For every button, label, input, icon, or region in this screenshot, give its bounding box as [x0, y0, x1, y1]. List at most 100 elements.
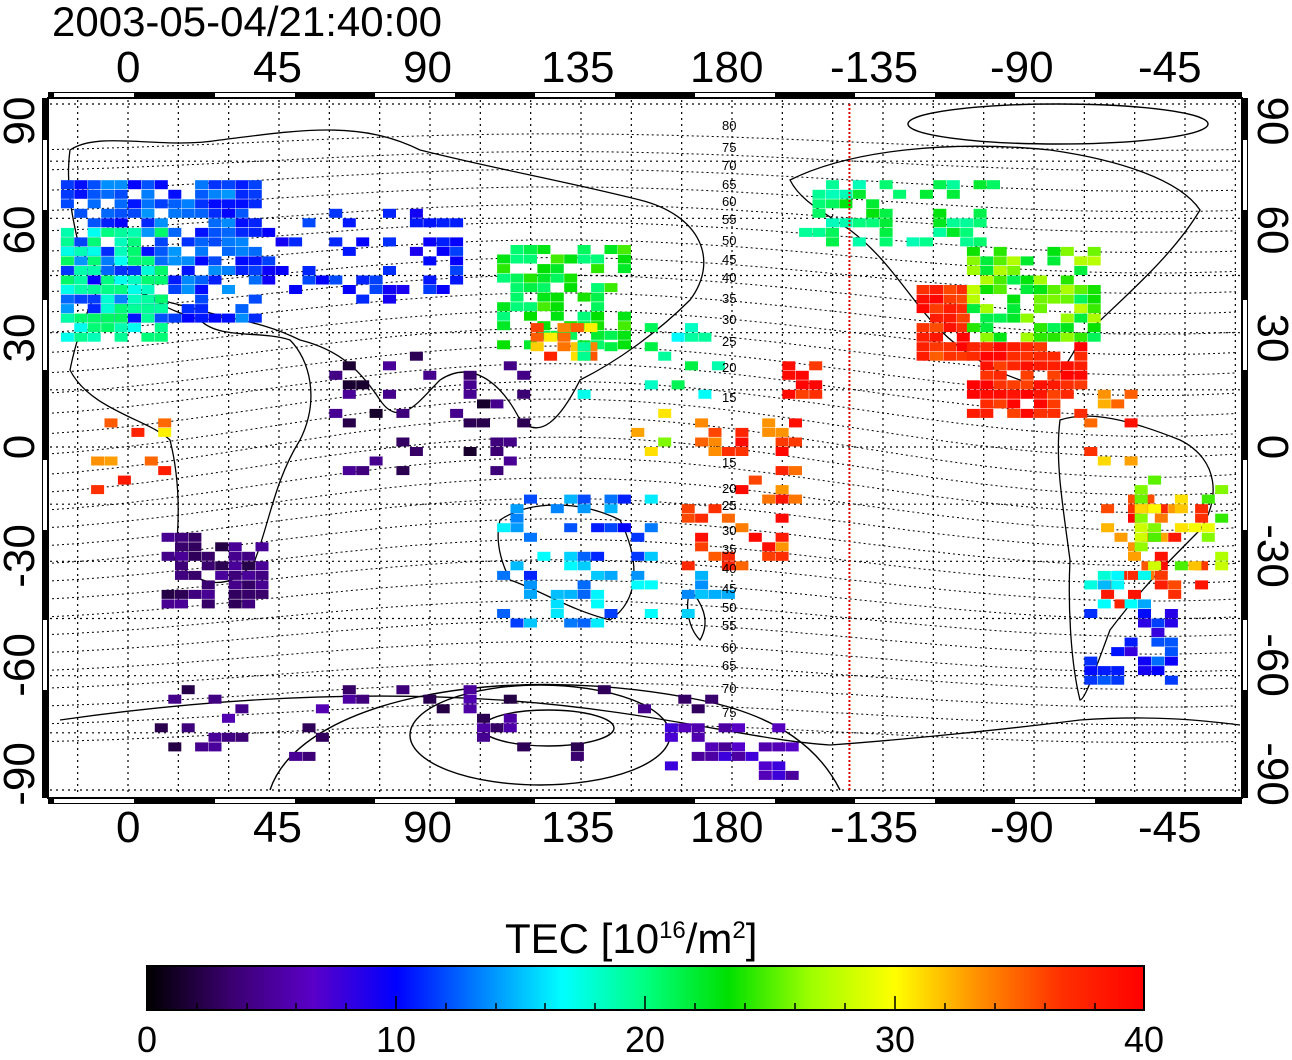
tec-cell [993, 266, 1007, 275]
tec-cell [550, 264, 564, 274]
tec-cell [87, 199, 101, 209]
tec-cell [1195, 580, 1209, 590]
tec-cell [943, 351, 957, 361]
tec-cell [795, 380, 809, 390]
tec-cell [248, 256, 262, 266]
top-lon-label: -90 [990, 43, 1054, 92]
tec-cell [930, 304, 943, 314]
tec-cell [128, 199, 141, 209]
tec-cell [181, 275, 195, 285]
tec-cell [1111, 675, 1125, 685]
tec-cell [255, 561, 269, 571]
tec-cell [919, 237, 933, 247]
contour-value-label: 20 [722, 481, 736, 496]
tec-cell [262, 256, 276, 266]
tec-cell [74, 237, 88, 247]
tec-cell [490, 723, 504, 733]
tec-cell [60, 275, 74, 285]
colorbar-ticks [196, 996, 1096, 1010]
tec-cell [762, 494, 776, 504]
tec-cell [795, 389, 809, 399]
tec-cell [510, 513, 524, 523]
tec-cell [154, 294, 168, 304]
tec-cell [916, 294, 930, 304]
tec-cell [235, 732, 249, 742]
tec-cell [1154, 570, 1168, 580]
tec-cell [550, 504, 564, 514]
tec-cell [591, 340, 605, 350]
tec-cell [597, 685, 611, 695]
tec-cell [550, 311, 564, 321]
tec-cell [60, 285, 74, 294]
tec-cell [114, 227, 128, 237]
tec-cell [101, 323, 115, 333]
tec-cell [987, 180, 1000, 190]
tec-cell [1060, 313, 1074, 323]
tec-cell [1201, 494, 1215, 504]
tec-cell [577, 321, 591, 331]
tec-cell [591, 264, 605, 274]
tec-cell [74, 294, 88, 304]
tec-cell [789, 418, 802, 428]
top-lon-label: -45 [1138, 43, 1202, 92]
contour-value-label: 55 [722, 618, 736, 633]
tec-cell [775, 532, 789, 542]
tec-cell [436, 704, 450, 714]
tec-cell [591, 321, 605, 331]
tec-cell [356, 380, 370, 390]
tec-cell [980, 380, 994, 390]
tec-cell [497, 340, 511, 350]
tec-cell [60, 237, 74, 247]
tec-cell [195, 246, 209, 256]
tec-cell [248, 275, 262, 285]
tec-cell [396, 437, 410, 447]
tec-cell [242, 561, 256, 571]
tec-cell [993, 332, 1007, 342]
tec-cell [195, 275, 209, 285]
tec-cell [450, 237, 464, 247]
tec-cell [114, 246, 128, 256]
tec-cell [154, 723, 168, 733]
tec-cell [242, 551, 256, 561]
tec-cell [1060, 285, 1074, 294]
tec-cell [161, 532, 175, 542]
tec-cell [208, 189, 222, 199]
contour-value-label: 25 [722, 334, 736, 349]
tec-cell [91, 485, 105, 495]
tec-cell [591, 570, 605, 580]
tec-cell [450, 408, 464, 418]
tec-cell [503, 456, 517, 466]
bottom-lon-label: 135 [541, 803, 615, 852]
tec-cell [577, 292, 591, 302]
tec-cell [795, 370, 809, 380]
new-zealand-coast [686, 588, 706, 642]
tec-cell [175, 532, 188, 542]
tec-cell [114, 266, 128, 275]
tec-cell [809, 361, 823, 371]
tec-cell [208, 266, 222, 275]
tec-cell [235, 313, 249, 323]
tec-cell [1148, 523, 1162, 533]
tec-cell [530, 323, 544, 333]
tec-cell [1047, 380, 1061, 390]
tec-cell [369, 456, 383, 466]
tec-cell [235, 704, 249, 714]
tec-cell [544, 351, 558, 361]
tec-cell [114, 294, 128, 304]
tec-cell [591, 283, 605, 293]
tec-cell [789, 494, 802, 504]
tec-cell [181, 685, 195, 695]
tec-cell [933, 218, 947, 228]
tec-cell [1007, 304, 1021, 314]
tec-cell [128, 275, 141, 285]
tec-cell [1168, 580, 1182, 590]
tec-cell [168, 742, 182, 752]
tec-cell [644, 323, 658, 333]
tec-cell [101, 266, 115, 275]
top-axis-strip [48, 92, 1242, 98]
tec-cell [631, 570, 645, 580]
tec-cell [60, 294, 74, 304]
tec-cell [1007, 294, 1021, 304]
tec-cell [993, 361, 1007, 371]
tec-cell [503, 713, 517, 723]
